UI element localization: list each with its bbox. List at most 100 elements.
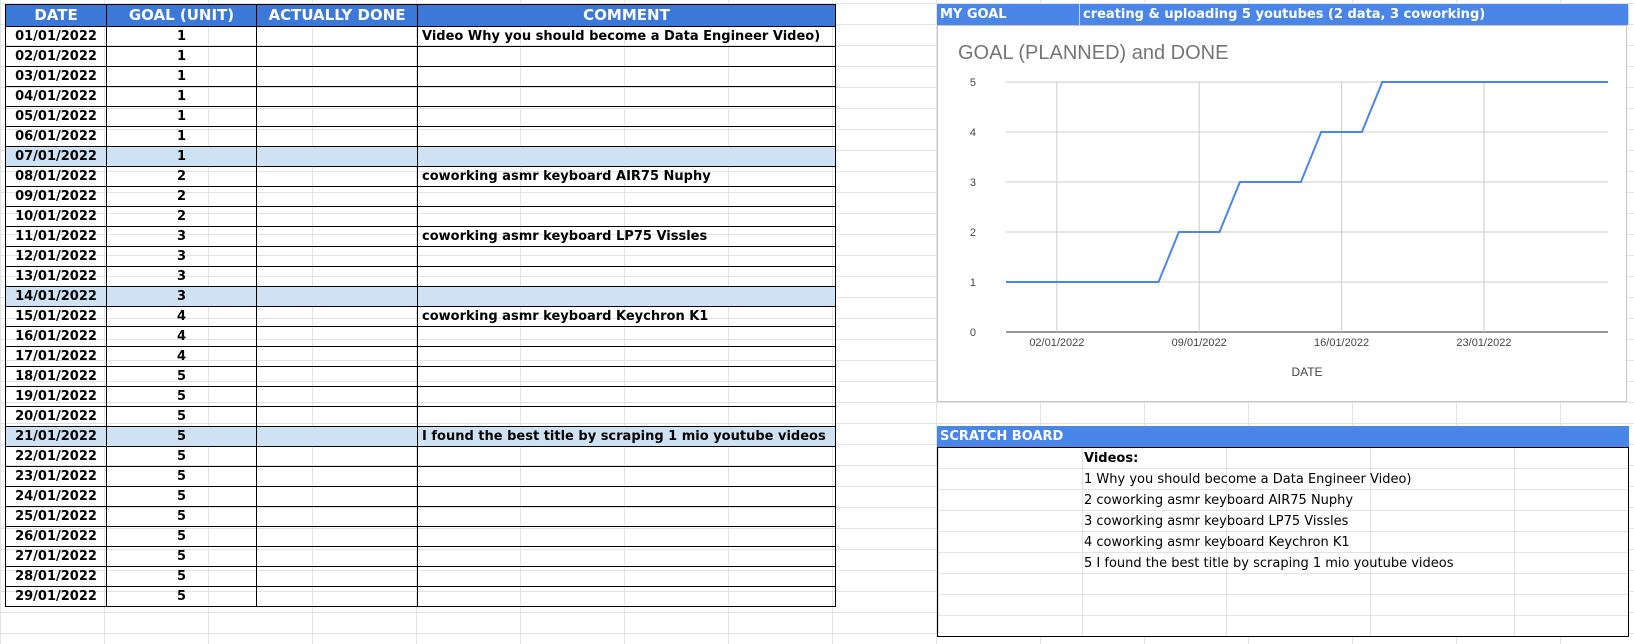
cell-comment[interactable]: coworking asmr keyboard Keychron K1	[417, 306, 836, 327]
cell-comment[interactable]	[417, 206, 836, 227]
cell-goal[interactable]: 3	[106, 246, 257, 267]
cell-comment[interactable]	[417, 386, 836, 407]
cell-goal[interactable]: 1	[106, 86, 257, 107]
cell-goal[interactable]: 2	[106, 206, 257, 227]
cell-date[interactable]: 11/01/2022	[5, 226, 107, 247]
cell-date[interactable]: 21/01/2022	[5, 426, 107, 447]
cell-actually-done[interactable]	[256, 166, 418, 187]
cell-goal[interactable]: 5	[106, 586, 257, 607]
cell-comment[interactable]	[417, 146, 836, 167]
cell-date[interactable]: 27/01/2022	[5, 546, 107, 567]
cell-comment[interactable]	[417, 246, 836, 267]
cell-actually-done[interactable]	[256, 126, 418, 147]
cell-goal[interactable]: 5	[106, 566, 257, 587]
cell-comment[interactable]	[417, 186, 836, 207]
cell-date[interactable]: 04/01/2022	[5, 86, 107, 107]
cell-goal[interactable]: 3	[106, 266, 257, 287]
cell-comment[interactable]	[417, 546, 836, 567]
cell-goal[interactable]: 4	[106, 306, 257, 327]
cell-actually-done[interactable]	[256, 506, 418, 527]
cell-date[interactable]: 03/01/2022	[5, 66, 107, 87]
cell-actually-done[interactable]	[256, 406, 418, 427]
cell-actually-done[interactable]	[256, 206, 418, 227]
cell-date[interactable]: 19/01/2022	[5, 386, 107, 407]
cell-date[interactable]: 29/01/2022	[5, 586, 107, 607]
cell-comment[interactable]	[417, 106, 836, 127]
cell-comment[interactable]	[417, 406, 836, 427]
cell-actually-done[interactable]	[256, 446, 418, 467]
cell-actually-done[interactable]	[256, 186, 418, 207]
header-date[interactable]: DATE	[5, 4, 107, 27]
cell-actually-done[interactable]	[256, 426, 418, 447]
cell-actually-done[interactable]	[256, 546, 418, 567]
cell-goal[interactable]: 5	[106, 446, 257, 467]
cell-actually-done[interactable]	[256, 326, 418, 347]
cell-date[interactable]: 17/01/2022	[5, 346, 107, 367]
cell-goal[interactable]: 5	[106, 526, 257, 547]
cell-date[interactable]: 24/01/2022	[5, 486, 107, 507]
cell-goal[interactable]: 5	[106, 366, 257, 387]
cell-actually-done[interactable]	[256, 526, 418, 547]
cell-actually-done[interactable]	[256, 86, 418, 107]
cell-date[interactable]: 16/01/2022	[5, 326, 107, 347]
cell-comment[interactable]: Video Why you should become a Data Engin…	[417, 26, 836, 47]
my-goal-label[interactable]: MY GOAL	[937, 4, 1080, 25]
cell-actually-done[interactable]	[256, 226, 418, 247]
header-comment[interactable]: COMMENT	[417, 4, 836, 27]
cell-goal[interactable]: 3	[106, 226, 257, 247]
cell-comment[interactable]	[417, 126, 836, 147]
cell-comment[interactable]	[417, 346, 836, 367]
cell-actually-done[interactable]	[256, 266, 418, 287]
cell-date[interactable]: 20/01/2022	[5, 406, 107, 427]
cell-comment[interactable]	[417, 46, 836, 67]
cell-goal[interactable]: 5	[106, 466, 257, 487]
cell-comment[interactable]	[417, 86, 836, 107]
cell-date[interactable]: 25/01/2022	[5, 506, 107, 527]
cell-comment[interactable]	[417, 446, 836, 467]
cell-comment[interactable]	[417, 66, 836, 87]
scratch-board-label[interactable]: SCRATCH BOARD	[937, 426, 1629, 447]
cell-date[interactable]: 28/01/2022	[5, 566, 107, 587]
cell-comment[interactable]	[417, 566, 836, 587]
cell-goal[interactable]: 1	[106, 106, 257, 127]
cell-date[interactable]: 23/01/2022	[5, 466, 107, 487]
cell-comment[interactable]: coworking asmr keyboard AIR75 Nuphy	[417, 166, 836, 187]
cell-goal[interactable]: 1	[106, 126, 257, 147]
cell-actually-done[interactable]	[256, 486, 418, 507]
cell-goal[interactable]: 2	[106, 186, 257, 207]
header-goal[interactable]: GOAL (UNIT)	[106, 4, 257, 27]
cell-date[interactable]: 22/01/2022	[5, 446, 107, 467]
cell-comment[interactable]	[417, 366, 836, 387]
cell-comment[interactable]: coworking asmr keyboard LP75 Vissles	[417, 226, 836, 247]
cell-actually-done[interactable]	[256, 586, 418, 607]
cell-date[interactable]: 10/01/2022	[5, 206, 107, 227]
cell-goal[interactable]: 1	[106, 66, 257, 87]
cell-comment[interactable]	[417, 526, 836, 547]
cell-goal[interactable]: 5	[106, 426, 257, 447]
my-goal-text[interactable]: creating & uploading 5 youtubes (2 data,…	[1080, 4, 1629, 25]
cell-goal[interactable]: 2	[106, 166, 257, 187]
cell-actually-done[interactable]	[256, 66, 418, 87]
cell-date[interactable]: 13/01/2022	[5, 266, 107, 287]
cell-goal[interactable]: 5	[106, 546, 257, 567]
cell-comment[interactable]	[417, 266, 836, 287]
cell-comment[interactable]: I found the best title by scraping 1 mio…	[417, 426, 836, 447]
cell-actually-done[interactable]	[256, 26, 418, 47]
cell-actually-done[interactable]	[256, 466, 418, 487]
cell-date[interactable]: 05/01/2022	[5, 106, 107, 127]
cell-goal[interactable]: 1	[106, 146, 257, 167]
cell-comment[interactable]	[417, 586, 836, 607]
cell-actually-done[interactable]	[256, 386, 418, 407]
cell-goal[interactable]: 4	[106, 326, 257, 347]
cell-goal[interactable]: 5	[106, 486, 257, 507]
cell-goal[interactable]: 1	[106, 26, 257, 47]
cell-goal[interactable]: 4	[106, 346, 257, 367]
cell-actually-done[interactable]	[256, 106, 418, 127]
cell-date[interactable]: 02/01/2022	[5, 46, 107, 67]
header-actually-done[interactable]: ACTUALLY DONE	[256, 4, 418, 27]
cell-actually-done[interactable]	[256, 566, 418, 587]
cell-date[interactable]: 15/01/2022	[5, 306, 107, 327]
cell-actually-done[interactable]	[256, 146, 418, 167]
cell-date[interactable]: 18/01/2022	[5, 366, 107, 387]
cell-actually-done[interactable]	[256, 286, 418, 307]
